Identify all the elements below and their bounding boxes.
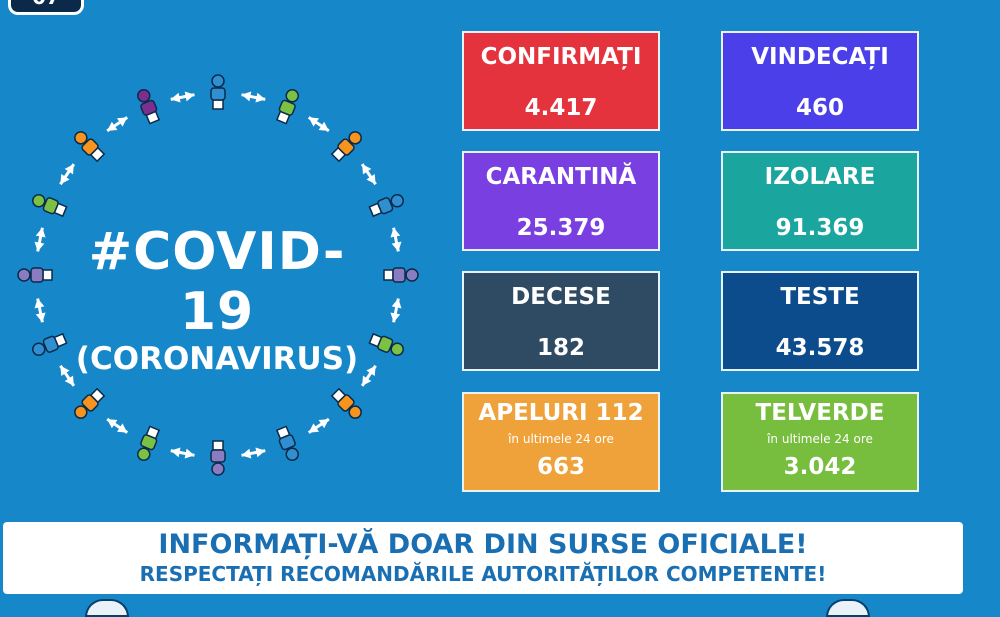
person-icon xyxy=(210,440,226,476)
double-arrow-icon xyxy=(170,91,195,103)
person-icon xyxy=(330,387,362,419)
banner-line-1: INFORMAȚI-VĂ DOAR DIN SURSE OFICIALE! xyxy=(158,529,808,560)
title-block: #COVID-19 (CORONAVIRUS) xyxy=(58,222,376,376)
stat-label: TELVERDE xyxy=(755,400,885,426)
left-logo-icon xyxy=(85,599,129,617)
right-logo-icon xyxy=(826,599,870,617)
double-arrow-icon xyxy=(360,364,377,387)
stat-card-telverde: TELVERDE în ultimele 24 ore 3.042 xyxy=(721,392,919,492)
person-icon xyxy=(330,131,362,163)
stat-label: CARANTINĂ xyxy=(485,164,637,190)
stat-value: 663 xyxy=(536,454,585,480)
stat-label: DECESE xyxy=(511,284,611,310)
people-ring-illustration xyxy=(17,74,419,476)
double-arrow-icon xyxy=(307,417,330,434)
title-main: #COVID-19 xyxy=(88,222,346,342)
stat-value: 3.042 xyxy=(783,454,857,480)
stat-sublabel: în ultimele 24 ore xyxy=(508,432,614,446)
day-badge: 07 xyxy=(8,0,84,15)
stat-label: VINDECAȚI xyxy=(751,44,889,70)
stat-value: 25.379 xyxy=(516,215,606,241)
person-icon xyxy=(368,332,404,356)
stat-value: 182 xyxy=(536,335,585,361)
person-icon xyxy=(17,267,53,283)
stat-card-quarantine: CARANTINĂ 25.379 xyxy=(462,151,660,251)
person-icon xyxy=(275,425,299,461)
stat-value: 91.369 xyxy=(775,215,865,241)
stat-card-calls-112: APELURI 112 în ultimele 24 ore 663 xyxy=(462,392,660,492)
stat-card-tests: TESTE 43.578 xyxy=(721,271,919,371)
stat-card-deaths: DECESE 182 xyxy=(462,271,660,371)
stat-card-isolation: IZOLARE 91.369 xyxy=(721,151,919,251)
person-icon xyxy=(32,194,68,218)
stat-label: APELURI 112 xyxy=(478,400,644,426)
person-icon xyxy=(210,74,226,110)
double-arrow-icon xyxy=(390,298,402,323)
person-icon xyxy=(275,89,299,125)
person-icon xyxy=(74,131,106,163)
double-arrow-icon xyxy=(106,116,129,133)
double-arrow-icon xyxy=(241,91,266,103)
stat-card-confirmed: CONFIRMAȚI 4.417 xyxy=(462,31,660,131)
title-sub: (CORONAVIRUS) xyxy=(75,341,359,377)
stat-value: 460 xyxy=(795,95,844,121)
double-arrow-icon xyxy=(170,447,195,459)
stat-label: CONFIRMAȚI xyxy=(480,44,642,70)
banner-line-2: RESPECTAȚI RECOMANDĂRILE AUTORITĂȚILOR C… xyxy=(139,562,827,586)
person-icon xyxy=(32,332,68,356)
person-icon xyxy=(368,194,404,218)
double-arrow-icon xyxy=(390,227,402,252)
double-arrow-icon xyxy=(106,417,129,434)
stat-value: 43.578 xyxy=(775,335,865,361)
double-arrow-icon xyxy=(241,447,266,459)
stat-label: IZOLARE xyxy=(764,164,876,190)
stat-sublabel: în ultimele 24 ore xyxy=(767,432,873,446)
stat-value: 4.417 xyxy=(524,95,598,121)
stat-card-recovered: VINDECAȚI 460 xyxy=(721,31,919,131)
stat-label: TESTE xyxy=(780,284,860,310)
person-icon xyxy=(137,425,161,461)
double-arrow-icon xyxy=(59,364,76,387)
double-arrow-icon xyxy=(360,163,377,186)
double-arrow-icon xyxy=(307,116,330,133)
double-arrow-icon xyxy=(34,298,46,323)
person-icon xyxy=(383,267,419,283)
info-banner: INFORMAȚI-VĂ DOAR DIN SURSE OFICIALE! RE… xyxy=(3,522,963,594)
double-arrow-icon xyxy=(34,227,46,252)
double-arrow-icon xyxy=(59,163,76,186)
person-icon xyxy=(137,89,161,125)
person-icon xyxy=(74,387,106,419)
